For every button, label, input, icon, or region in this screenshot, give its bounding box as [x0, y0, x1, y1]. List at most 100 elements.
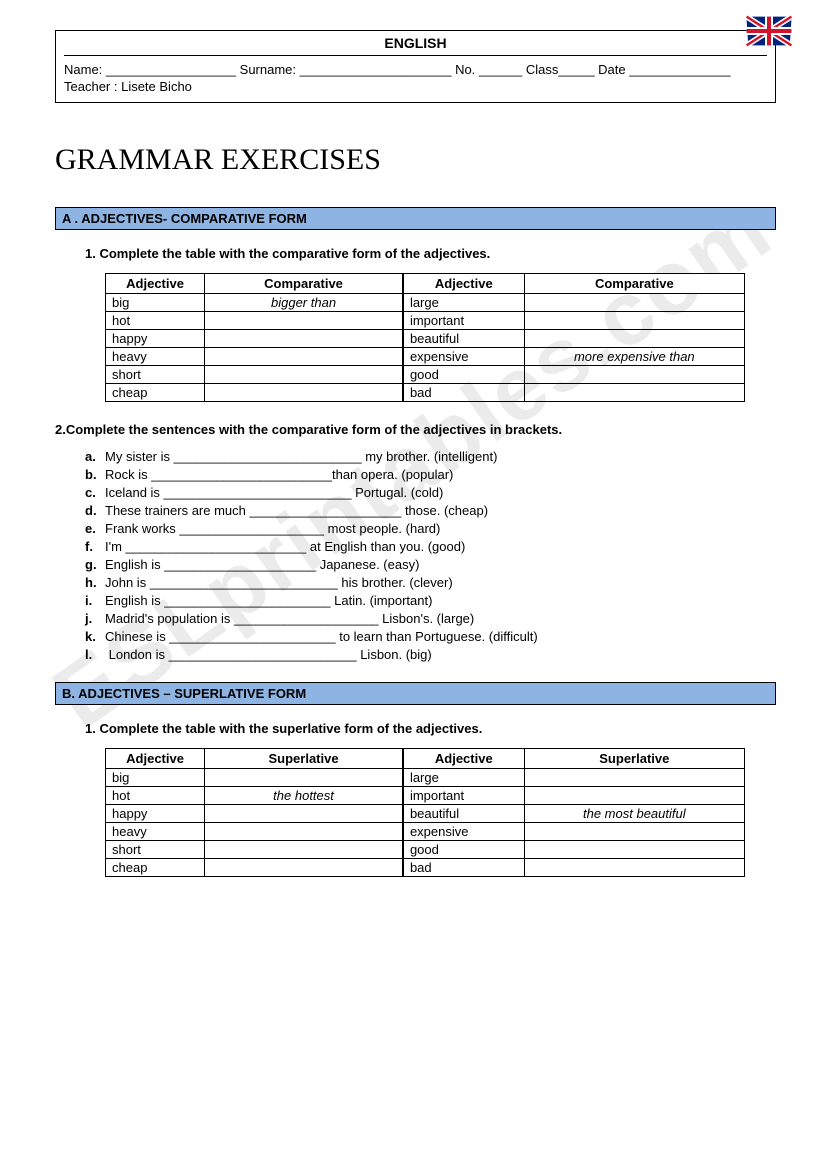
cell: important	[403, 787, 524, 805]
cell: the hottest	[205, 787, 403, 805]
sentence: g.English is _____________________ Japan…	[85, 557, 776, 572]
header-box: ENGLISH Name: __________________ Surname…	[55, 30, 776, 103]
sent-text: English is _______________________ Latin…	[105, 593, 432, 608]
cell: bad	[403, 384, 524, 402]
sent-text: John is __________________________ his b…	[105, 575, 453, 590]
th-superlative2: Superlative	[524, 749, 744, 769]
sentence: k.Chinese is _______________________ to …	[85, 629, 776, 644]
cell	[524, 841, 744, 859]
sentence: d.These trainers are much ______________…	[85, 503, 776, 518]
section-b-bar: B. ADJECTIVES – SUPERLATIVE FORM	[55, 682, 776, 705]
cell: heavy	[106, 823, 205, 841]
sent-letter: j.	[85, 611, 105, 626]
header-teacher: Teacher : Lisete Bicho	[64, 79, 767, 94]
sent-text: English is _____________________ Japanes…	[105, 557, 419, 572]
cell: beautiful	[403, 330, 524, 348]
cell	[205, 841, 403, 859]
th-comparative2: Comparative	[524, 274, 744, 294]
cell: more expensive than	[524, 348, 744, 366]
cell: short	[106, 841, 205, 859]
sent-text: Rock is _________________________than op…	[105, 467, 453, 482]
th-adjective: Adjective	[106, 749, 205, 769]
cell: beautiful	[403, 805, 524, 823]
sent-letter: l.	[85, 647, 105, 662]
sent-text: These trainers are much ________________…	[105, 503, 488, 518]
sent-text: Chinese is _______________________ to le…	[105, 629, 538, 644]
cell: large	[403, 769, 524, 787]
superlative-table: Adjective Superlative Adjective Superlat…	[105, 748, 745, 877]
sentence-list: a.My sister is _________________________…	[85, 449, 776, 662]
th-adjective2: Adjective	[403, 274, 524, 294]
sentence: i.English is _______________________ Lat…	[85, 593, 776, 608]
section-a-q2: 2.Complete the sentences with the compar…	[55, 422, 776, 437]
cell: bad	[403, 859, 524, 877]
cell: large	[403, 294, 524, 312]
sent-letter: g.	[85, 557, 105, 572]
cell: hot	[106, 787, 205, 805]
sent-text: My sister is __________________________ …	[105, 449, 497, 464]
section-b-q1: 1. Complete the table with the superlati…	[85, 721, 776, 736]
cell	[524, 769, 744, 787]
sentence: a.My sister is _________________________…	[85, 449, 776, 464]
sent-letter: a.	[85, 449, 105, 464]
th-superlative: Superlative	[205, 749, 403, 769]
cell	[205, 348, 403, 366]
section-a-q1: 1. Complete the table with the comparati…	[85, 246, 776, 261]
cell	[524, 384, 744, 402]
cell: heavy	[106, 348, 205, 366]
cell	[524, 312, 744, 330]
sent-text: Madrid's population is _________________…	[105, 611, 474, 626]
cell	[524, 859, 744, 877]
cell: cheap	[106, 384, 205, 402]
cell: happy	[106, 805, 205, 823]
cell: short	[106, 366, 205, 384]
sent-text: Frank works ____________________ most pe…	[105, 521, 440, 536]
sent-letter: k.	[85, 629, 105, 644]
th-adjective: Adjective	[106, 274, 205, 294]
cell	[524, 330, 744, 348]
sent-letter: e.	[85, 521, 105, 536]
sent-letter: c.	[85, 485, 105, 500]
cell	[205, 384, 403, 402]
cell	[205, 769, 403, 787]
cell: happy	[106, 330, 205, 348]
sent-text: I'm _________________________ at English…	[105, 539, 465, 554]
cell	[524, 823, 744, 841]
sentence: l. London is __________________________ …	[85, 647, 776, 662]
sent-letter: i.	[85, 593, 105, 608]
th-adjective2: Adjective	[403, 749, 524, 769]
subject-title: ENGLISH	[64, 35, 767, 51]
sentence: h.John is __________________________ his…	[85, 575, 776, 590]
sent-text: Iceland is __________________________ Po…	[105, 485, 443, 500]
sentence: c.Iceland is __________________________ …	[85, 485, 776, 500]
cell	[205, 330, 403, 348]
cell: big	[106, 294, 205, 312]
sentence: e.Frank works ____________________ most …	[85, 521, 776, 536]
th-comparative: Comparative	[205, 274, 403, 294]
cell: hot	[106, 312, 205, 330]
comparative-table: Adjective Comparative Adjective Comparat…	[105, 273, 745, 402]
page-title: GRAMMAR EXERCISES	[55, 143, 776, 177]
sent-letter: f.	[85, 539, 105, 554]
uk-flag-icon	[745, 13, 793, 49]
cell	[524, 366, 744, 384]
section-a-bar: A . ADJECTIVES- COMPARATIVE FORM	[55, 207, 776, 230]
cell	[524, 787, 744, 805]
cell	[205, 823, 403, 841]
cell: the most beautiful	[524, 805, 744, 823]
cell: good	[403, 841, 524, 859]
cell	[205, 859, 403, 877]
cell: expensive	[403, 823, 524, 841]
cell: expensive	[403, 348, 524, 366]
cell	[205, 805, 403, 823]
sentence: f.I'm _________________________ at Engli…	[85, 539, 776, 554]
header-fields: Name: __________________ Surname: ______…	[64, 62, 767, 77]
sentence: j.Madrid's population is _______________…	[85, 611, 776, 626]
cell	[205, 366, 403, 384]
cell	[524, 294, 744, 312]
cell: cheap	[106, 859, 205, 877]
sent-text: London is __________________________ Lis…	[105, 647, 432, 662]
cell: good	[403, 366, 524, 384]
sentence: b.Rock is _________________________than …	[85, 467, 776, 482]
cell: bigger than	[205, 294, 403, 312]
